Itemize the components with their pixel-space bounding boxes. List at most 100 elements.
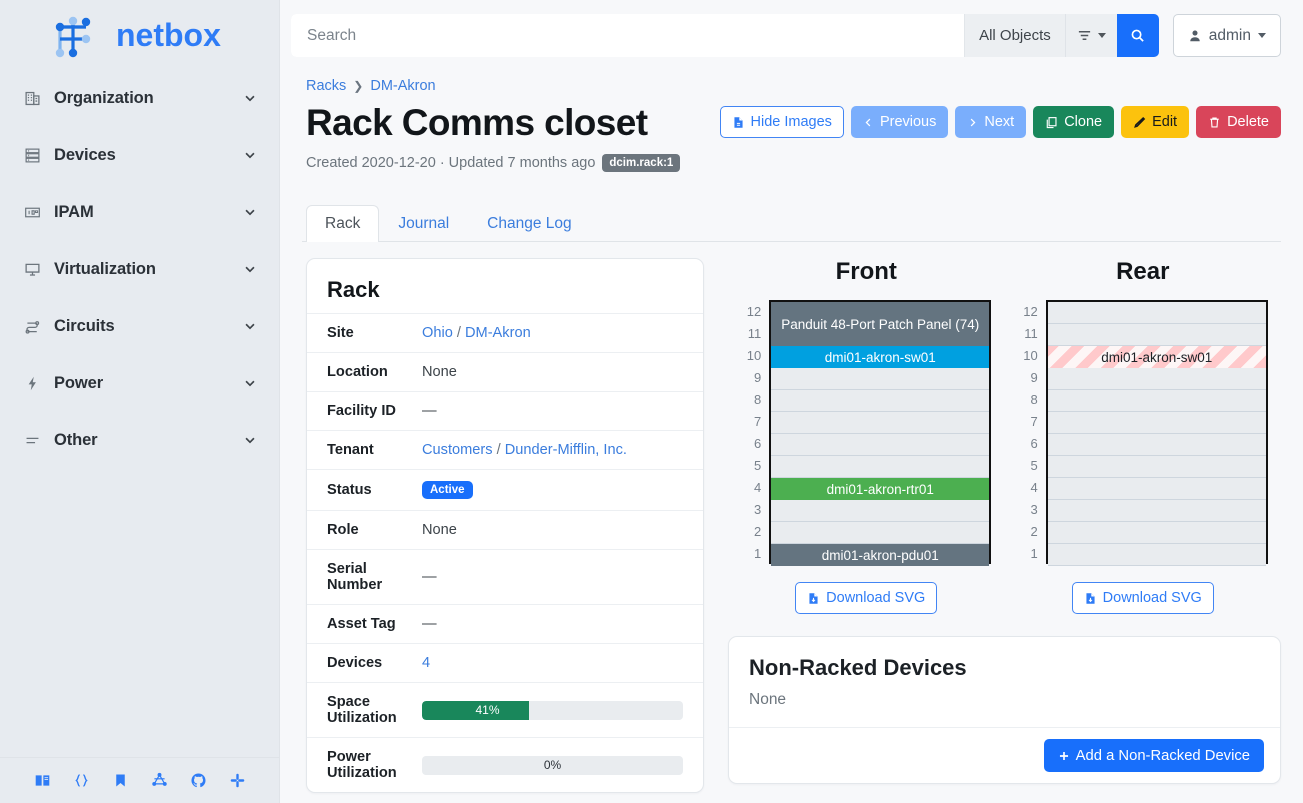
rack-unit-empty[interactable] [771, 500, 990, 523]
rack-card-title: Rack [327, 277, 380, 303]
sidebar-item-label: Other [54, 430, 98, 449]
rack-unit-empty[interactable] [771, 522, 990, 545]
sidebar-item-other[interactable]: Other [0, 420, 279, 460]
netbox-logo[interactable]: netbox [0, 0, 279, 66]
rack-unit-empty[interactable] [771, 412, 990, 435]
sidebar-item-power[interactable]: Power [0, 363, 279, 403]
sidebar-item-ipam[interactable]: IPAM [0, 192, 279, 232]
rack-unit-empty[interactable] [1047, 302, 1266, 325]
sidebar-footer [0, 757, 279, 803]
rack-unit-empty[interactable] [1047, 478, 1266, 501]
tab-change-log[interactable]: Change Log [487, 215, 572, 233]
previous-label: Previous [879, 114, 937, 130]
sidebar-item-label: Virtualization [54, 259, 156, 278]
netbox-wordmark: netbox [116, 17, 221, 53]
rack-frame-front: Panduit 48-Port Patch Panel (74) dmi01-ak… [769, 300, 992, 567]
unit-label: 6 [754, 435, 762, 451]
search-filter-button[interactable] [1064, 14, 1117, 57]
unit-label: 5 [1030, 457, 1038, 473]
site-link[interactable]: DM-Akron [465, 325, 531, 342]
bookmark-icon[interactable] [112, 772, 129, 789]
rack-device[interactable]: Panduit 48-Port Patch Panel (74) [771, 302, 990, 347]
table-row: Asset Tag — [307, 604, 703, 644]
status-badge: Active [422, 481, 473, 500]
delete-button[interactable]: Delete [1196, 106, 1281, 138]
rack-unit-empty[interactable] [1047, 522, 1266, 545]
separator: / [496, 442, 505, 459]
rack-unit-empty[interactable] [1047, 500, 1266, 523]
previous-button[interactable]: Previous [850, 106, 949, 138]
unit-label: 4 [754, 479, 762, 495]
rack-unit-empty[interactable] [1047, 544, 1266, 567]
tenant-group-link[interactable]: Customers [422, 442, 493, 459]
non-racked-empty-text: None [749, 691, 787, 709]
tab-journal[interactable]: Journal [398, 215, 450, 233]
row-label: Role [307, 510, 422, 550]
sidebar-item-circuits[interactable]: Circuits [0, 306, 279, 346]
row-value-role: None [422, 510, 703, 550]
download-svg-front-button[interactable]: Download SVG [795, 582, 938, 615]
rack-device[interactable]: dmi01-akron-rtr01 [771, 478, 990, 501]
row-label: Facility ID [307, 391, 422, 431]
rack-unit-empty[interactable] [1047, 456, 1266, 479]
search-input[interactable] [291, 14, 965, 57]
rack-device[interactable]: dmi01-akron-sw01 [1047, 346, 1266, 369]
rack-attributes-table: Site Ohio / DM-Akron Location None [307, 313, 703, 793]
chevron-down-icon [243, 91, 257, 105]
api-braces-icon[interactable] [73, 772, 90, 789]
tenant-link[interactable]: Dunder-Mifflin, Inc. [504, 442, 627, 459]
rack-unit-empty[interactable] [1047, 434, 1266, 457]
sidebar-item-devices[interactable]: Devices [0, 135, 279, 175]
table-row: Tenant Customers / Dunder-Mifflin, Inc. [307, 430, 703, 470]
chevron-down-icon [243, 433, 257, 447]
rack-device[interactable]: dmi01-akron-sw01 [771, 346, 990, 369]
user-menu-button[interactable]: admin [1172, 14, 1281, 57]
trash-icon [1208, 116, 1221, 129]
row-label: Serial Number [307, 549, 422, 605]
github-icon[interactable] [190, 772, 207, 789]
clone-button[interactable]: Clone [1033, 106, 1115, 138]
next-button[interactable]: Next [955, 106, 1027, 138]
download-svg-rear-button[interactable]: Download SVG [1071, 582, 1214, 615]
graphql-icon[interactable] [151, 772, 168, 789]
search-submit-button[interactable] [1116, 14, 1159, 57]
tab-rack[interactable]: Rack [306, 205, 380, 243]
site-region-link[interactable]: Ohio [422, 325, 453, 342]
row-label: Space Utilization [307, 682, 422, 738]
chevron-down-icon [1258, 33, 1266, 38]
rack-unit-empty[interactable] [1047, 412, 1266, 435]
unit-label: 12 [746, 303, 762, 319]
hide-images-button[interactable]: Hide Images [719, 106, 844, 138]
row-value-facility-id: — [422, 391, 703, 431]
rack-unit-empty[interactable] [771, 434, 990, 457]
pencil-icon [1133, 116, 1146, 129]
rack-device[interactable]: dmi01-akron-pdu01 [771, 544, 990, 567]
sidebar-item-organization[interactable]: Organization [0, 78, 279, 118]
building-icon [24, 89, 46, 107]
plus-icon [1058, 750, 1070, 762]
netbox-logo-icon: netbox [55, 16, 221, 58]
sidebar-item-virtualization[interactable]: Virtualization [0, 249, 279, 289]
unit-label: 10 [746, 347, 762, 363]
rack-unit-empty[interactable] [771, 390, 990, 413]
docs-book-icon[interactable] [34, 772, 51, 789]
rack-unit-empty[interactable] [771, 456, 990, 479]
row-value-asset-tag: — [422, 604, 703, 644]
chevron-down-icon [243, 376, 257, 390]
add-non-racked-device-button[interactable]: Add a Non-Racked Device [1043, 739, 1264, 773]
search-scope-selector[interactable]: All Objects [964, 14, 1065, 57]
chevron-down-icon [1097, 33, 1106, 38]
rack-unit-empty[interactable] [1047, 390, 1266, 413]
breadcrumb-link-racks[interactable]: Racks [306, 78, 347, 94]
rack-unit-empty[interactable] [771, 368, 990, 391]
edit-button[interactable]: Edit [1121, 106, 1190, 138]
breadcrumb-link-current[interactable]: DM-Akron [370, 78, 436, 94]
rack-info-card: Rack Site Ohio / DM-Akron [306, 258, 704, 794]
rack-unit-empty[interactable] [1047, 324, 1266, 347]
devices-count-link[interactable]: 4 [422, 655, 431, 672]
unit-label: 8 [1030, 391, 1038, 407]
table-row: Location None [307, 352, 703, 392]
slack-icon[interactable] [229, 772, 246, 789]
breadcrumb: Racks ❯ DM-Akron [302, 72, 1281, 98]
rack-unit-empty[interactable] [1047, 368, 1266, 391]
